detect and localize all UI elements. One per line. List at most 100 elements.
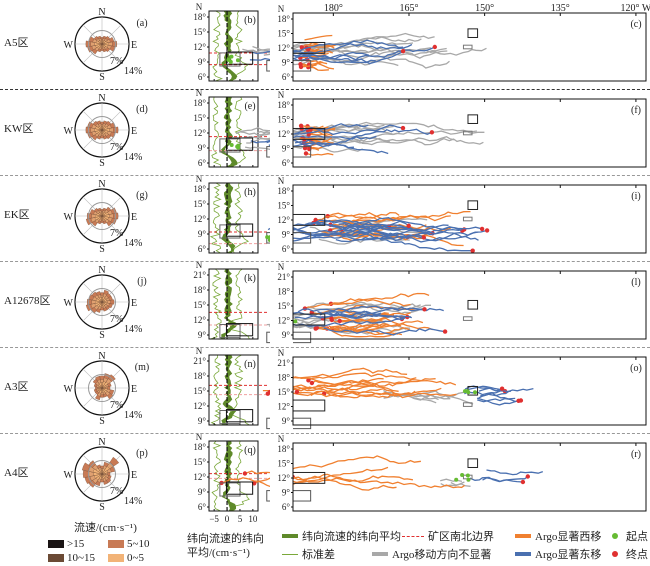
lat-tick-label: 9° bbox=[282, 58, 291, 68]
rose-south-label: S bbox=[99, 502, 105, 513]
lat-tick-label: 15° bbox=[277, 201, 290, 211]
rose-ring1-label: 7% bbox=[110, 314, 123, 325]
map-panel-label: (i) bbox=[631, 191, 640, 202]
rose-panel-label: (p) bbox=[136, 448, 148, 459]
neutral-trajectory bbox=[450, 482, 471, 487]
rose-legend-item: 5~10 bbox=[108, 538, 168, 550]
mean-band bbox=[221, 11, 238, 81]
lat-tick-label: 12° bbox=[193, 401, 206, 411]
mean-band bbox=[220, 269, 238, 339]
north-label: N bbox=[196, 2, 203, 12]
start-point bbox=[226, 57, 231, 62]
lat-tick-label: 21° bbox=[277, 358, 290, 368]
end-point bbox=[314, 325, 319, 330]
lat-tick-label: 15° bbox=[277, 387, 290, 397]
rose-petal bbox=[98, 382, 103, 389]
end-point bbox=[306, 378, 311, 383]
rose-north-label: N bbox=[98, 351, 105, 362]
west-trajectory bbox=[221, 476, 465, 489]
lat-tick-label: 18° bbox=[277, 287, 290, 297]
lat-tick-label: 15° bbox=[193, 386, 206, 396]
east-trajectory bbox=[335, 229, 433, 243]
lat-tick-label: 18° bbox=[193, 442, 206, 452]
mining-area-box bbox=[219, 224, 241, 239]
end-point bbox=[309, 380, 315, 386]
end-point bbox=[432, 44, 437, 50]
lat-tick-label: 6° bbox=[282, 244, 291, 254]
rose-south-label: S bbox=[99, 158, 105, 169]
end-point bbox=[299, 45, 304, 50]
lat-tick-label: 9° bbox=[198, 229, 207, 239]
lat-tick-label: 12° bbox=[193, 315, 206, 325]
rose-south-label: S bbox=[99, 72, 105, 83]
lat-tick-label: 12° bbox=[193, 42, 206, 52]
profile-frame bbox=[208, 268, 259, 340]
row-separator bbox=[0, 433, 650, 434]
lat-tick-label: 6° bbox=[282, 72, 291, 82]
rose-ring1-label: 7% bbox=[110, 56, 123, 67]
mask bbox=[270, 348, 293, 432]
lat-tick-label: 18° bbox=[277, 186, 290, 196]
east-trajectory bbox=[469, 475, 529, 483]
west-trajectory bbox=[339, 317, 424, 326]
profile-chart: 18° 15° 12° 9° 6° N (e) bbox=[193, 88, 268, 168]
rose-inner-ring bbox=[88, 202, 116, 230]
lat-tick-label: 15° bbox=[277, 29, 290, 39]
trajectory-map: 180° 165° 150° 135° 120° W 18° 15° 12° 9° 6° N (c) bbox=[219, 3, 650, 88]
mask bbox=[270, 4, 293, 88]
lat-tick-label: 9° bbox=[198, 57, 207, 67]
profile-frame bbox=[208, 182, 259, 254]
region-label: A12678区 bbox=[4, 295, 51, 307]
legend-east: Argo显著东移 bbox=[515, 546, 601, 562]
rose-chart: N S E W 7%14% (p) bbox=[64, 437, 148, 513]
mining-area-box bbox=[225, 51, 254, 65]
x-tick-label: 5 bbox=[238, 514, 243, 524]
trajectory-map: 18° 15° 12° 9° 6° N (f) bbox=[219, 90, 647, 174]
rose-petal bbox=[99, 125, 103, 131]
rose-east-label: E bbox=[131, 40, 137, 51]
map-frame bbox=[292, 98, 647, 168]
end-point bbox=[442, 329, 448, 334]
start-point bbox=[229, 54, 234, 59]
lat-tick-label: 9° bbox=[282, 416, 291, 426]
start-point bbox=[229, 142, 234, 147]
east-trajectory bbox=[284, 228, 425, 239]
end-point bbox=[462, 227, 467, 232]
end-point bbox=[479, 226, 485, 232]
swatch-5-10 bbox=[108, 540, 124, 548]
region-row: A3区 N S E W 7% 14% (m) 21° 18° 15° 12° 9° N (n) 21° 18° 1… bbox=[0, 346, 650, 432]
north-label: N bbox=[278, 348, 285, 358]
mining-area-box bbox=[467, 114, 479, 124]
mining-area-box bbox=[225, 409, 254, 423]
lat-tick-label: 15° bbox=[193, 300, 206, 310]
legend-mean: 纬向流速的纬向平均 bbox=[282, 528, 401, 544]
lat-tick-label: 12° bbox=[277, 215, 290, 225]
north-label: N bbox=[278, 4, 285, 14]
north-label: N bbox=[196, 88, 203, 98]
east-trajectory bbox=[291, 220, 410, 234]
west-trajectory bbox=[308, 372, 417, 381]
rose-ring2-label: 14% bbox=[124, 152, 142, 163]
lat-tick-label: 9° bbox=[198, 487, 207, 497]
east-trajectory bbox=[311, 235, 408, 242]
mean-band bbox=[221, 355, 237, 425]
rose-petal bbox=[99, 212, 103, 217]
std-line bbox=[232, 182, 250, 254]
start-point bbox=[473, 390, 478, 395]
end-dot-icon bbox=[612, 551, 618, 557]
rose-legend-item: >15 bbox=[48, 538, 108, 550]
rose-north-label: N bbox=[98, 437, 105, 448]
west-trajectory bbox=[308, 48, 320, 52]
west-trajectory bbox=[304, 34, 333, 41]
profile-panel-label: (h) bbox=[244, 187, 256, 198]
region-label: KW区 bbox=[4, 123, 34, 135]
north-label: N bbox=[278, 176, 285, 186]
end-point bbox=[298, 123, 304, 128]
profile-frame bbox=[208, 354, 259, 426]
east-trajectory bbox=[323, 327, 446, 336]
start-point bbox=[466, 390, 471, 395]
start-point bbox=[466, 477, 471, 482]
rose-legend-item: 10~15 bbox=[48, 552, 108, 564]
west-trajectory bbox=[290, 367, 408, 379]
lat-tick-label: 6° bbox=[198, 72, 207, 82]
